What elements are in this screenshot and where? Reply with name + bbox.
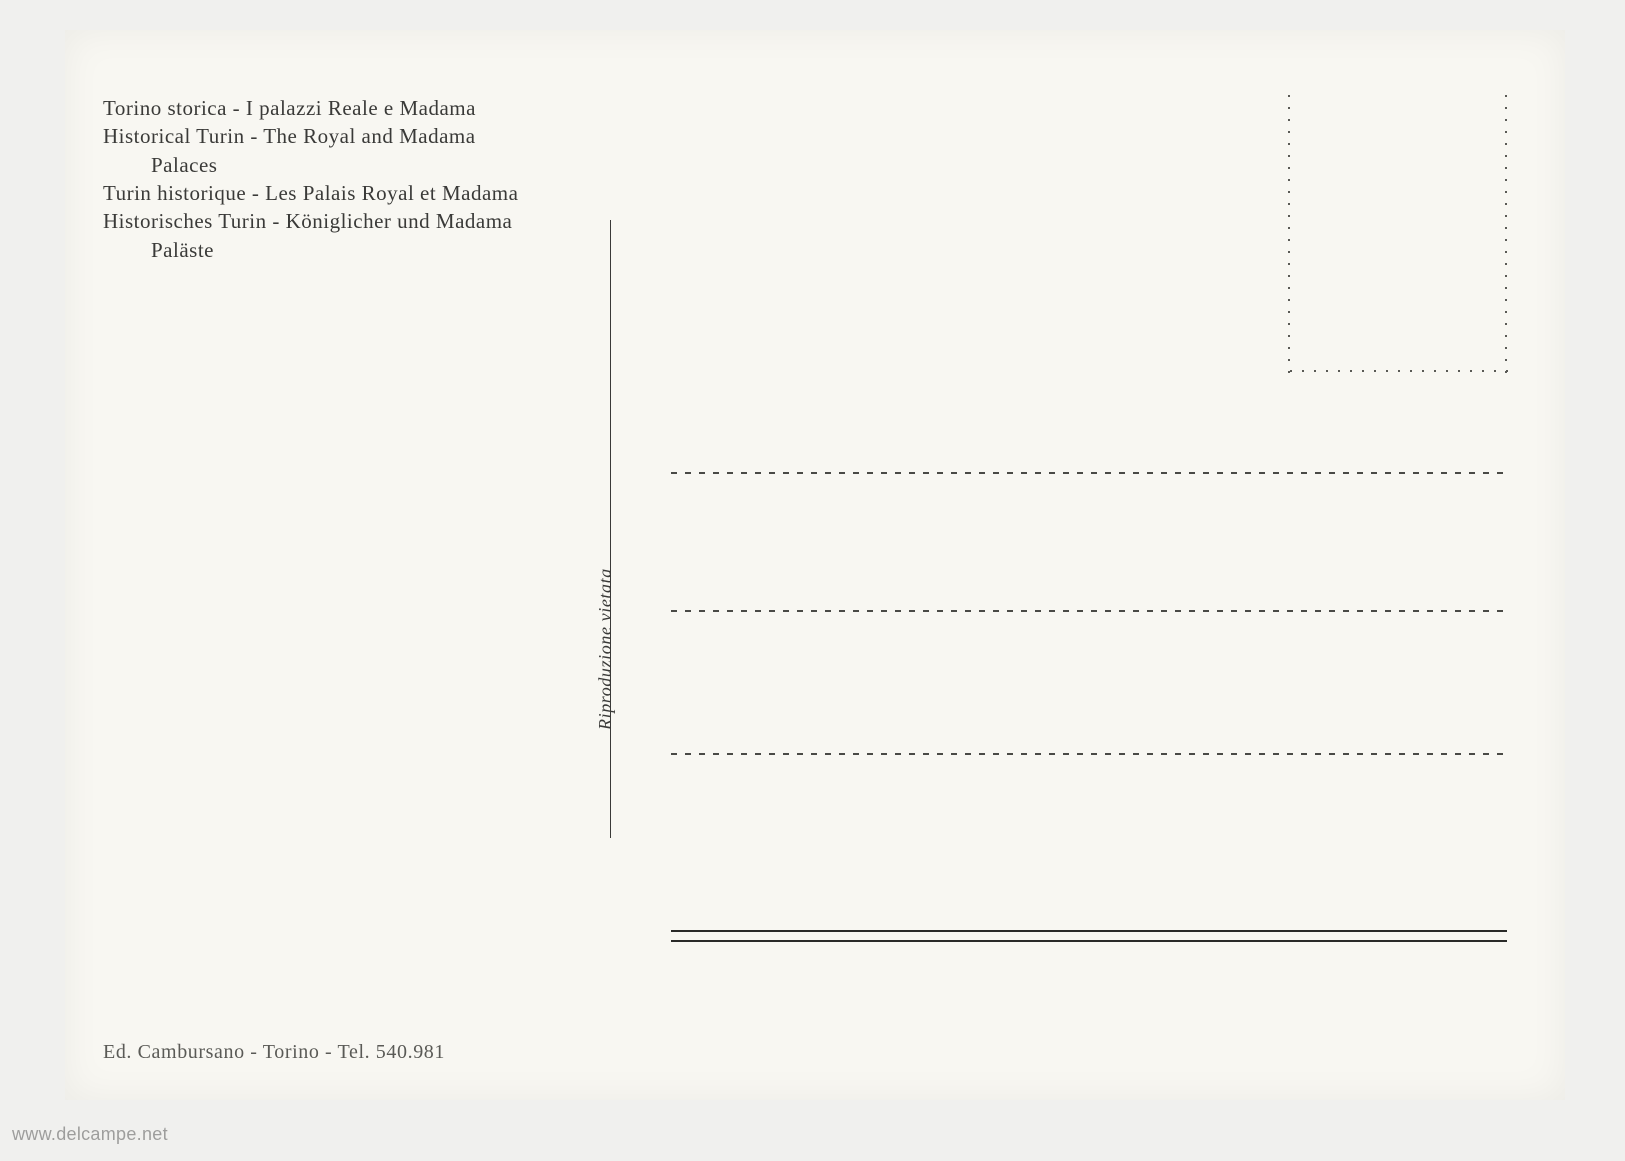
- caption-line-de-2: Paläste: [103, 236, 623, 264]
- caption-line-it: Torino storica - I palazzi Reale e Madam…: [103, 94, 623, 122]
- caption-block: Torino storica - I palazzi Reale e Madam…: [103, 94, 623, 264]
- stamp-dots-right: [1502, 90, 1510, 375]
- caption-line-de-1: Historisches Turin - Königlicher und Mad…: [103, 207, 623, 235]
- publisher-credit: Ed. Cambursano - Torino - Tel. 540.981: [103, 1041, 445, 1064]
- caption-line-en-1: Historical Turin - The Royal and Madama: [103, 122, 623, 150]
- stamp-placeholder: [1285, 90, 1510, 375]
- stamp-dots-bottom: [1285, 367, 1510, 375]
- reproduction-forbidden-label: Riproduzione vietata: [595, 568, 616, 730]
- address-line-1: [671, 472, 1507, 474]
- address-line-2: [671, 610, 1507, 612]
- watermark-text: www.delcampe.net: [12, 1124, 168, 1145]
- stamp-dots-left: [1285, 90, 1293, 375]
- address-line-3: [671, 753, 1507, 755]
- address-underline-bottom: [671, 940, 1507, 942]
- address-underline-top: [671, 930, 1507, 932]
- postcard-back: Torino storica - I palazzi Reale e Madam…: [65, 30, 1565, 1100]
- caption-line-fr: Turin historique - Les Palais Royal et M…: [103, 179, 623, 207]
- caption-line-en-2: Palaces: [103, 151, 623, 179]
- center-divider-line: [610, 220, 611, 838]
